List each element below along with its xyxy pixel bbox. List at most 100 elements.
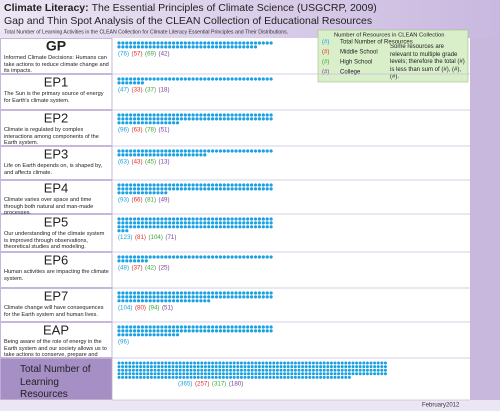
dot bbox=[117, 365, 121, 369]
dot bbox=[182, 361, 186, 365]
dot bbox=[139, 361, 143, 365]
dot bbox=[242, 117, 246, 121]
dot bbox=[140, 295, 144, 299]
dot bbox=[195, 217, 199, 221]
dot bbox=[207, 299, 211, 303]
dot bbox=[218, 368, 222, 372]
dot bbox=[355, 361, 359, 365]
dot bbox=[187, 295, 191, 299]
dot bbox=[179, 149, 183, 153]
dot bbox=[191, 325, 195, 329]
dot bbox=[308, 365, 312, 369]
value-label: (51) bbox=[162, 304, 173, 311]
dot bbox=[160, 372, 164, 376]
dot bbox=[373, 361, 377, 365]
dot bbox=[261, 217, 265, 221]
dot bbox=[211, 361, 215, 365]
dot bbox=[152, 329, 156, 333]
dot bbox=[265, 113, 269, 117]
dot bbox=[140, 291, 144, 295]
dot bbox=[135, 361, 139, 365]
dot bbox=[172, 187, 176, 191]
dot bbox=[160, 255, 164, 259]
dot bbox=[131, 365, 135, 369]
dot-group bbox=[117, 113, 273, 125]
dot bbox=[222, 329, 226, 333]
dot bbox=[133, 187, 137, 191]
dot bbox=[239, 368, 243, 372]
dot bbox=[164, 153, 168, 157]
dot bbox=[238, 77, 242, 81]
dot bbox=[156, 45, 160, 49]
dot bbox=[290, 365, 294, 369]
dot bbox=[121, 183, 125, 187]
dot bbox=[136, 255, 141, 259]
dot bbox=[140, 259, 144, 263]
dot bbox=[187, 153, 191, 157]
dot bbox=[218, 291, 222, 295]
dot bbox=[383, 372, 387, 376]
dot bbox=[164, 299, 168, 303]
dot bbox=[121, 81, 125, 85]
dot bbox=[265, 187, 269, 191]
dot bbox=[156, 217, 160, 221]
dot bbox=[218, 77, 222, 81]
dot bbox=[218, 117, 222, 121]
dot bbox=[129, 113, 133, 117]
dot bbox=[124, 372, 128, 376]
dot bbox=[199, 45, 203, 49]
dot bbox=[117, 375, 121, 379]
dot bbox=[152, 77, 156, 81]
category-cell bbox=[0, 74, 113, 110]
dot bbox=[125, 117, 129, 121]
dot bbox=[222, 291, 226, 295]
dot bbox=[253, 295, 258, 299]
dot bbox=[269, 117, 273, 121]
dot bbox=[253, 255, 258, 259]
dot bbox=[133, 291, 137, 295]
dot bbox=[133, 259, 137, 263]
dot bbox=[340, 365, 344, 369]
dot bbox=[172, 291, 176, 295]
dot-group bbox=[117, 255, 273, 263]
dot bbox=[195, 41, 199, 45]
dot bbox=[229, 372, 233, 376]
dot bbox=[226, 225, 230, 229]
dot-group bbox=[117, 291, 273, 303]
dot bbox=[136, 149, 141, 153]
dot bbox=[136, 333, 141, 337]
dot bbox=[250, 117, 254, 121]
dot bbox=[211, 255, 215, 259]
dot bbox=[365, 361, 369, 365]
dot bbox=[187, 225, 191, 229]
dot bbox=[136, 299, 141, 303]
dot bbox=[257, 77, 261, 81]
dot bbox=[257, 368, 261, 372]
dot bbox=[250, 45, 254, 49]
dot bbox=[125, 291, 129, 295]
dot bbox=[269, 113, 273, 117]
dot bbox=[121, 325, 125, 329]
category-description: Climate is regulated by complex interact… bbox=[4, 127, 99, 147]
dot bbox=[290, 375, 294, 379]
category-description-box: Climate is regulated by complex interact… bbox=[4, 127, 99, 147]
dot bbox=[226, 45, 230, 49]
dot bbox=[268, 375, 272, 379]
dot bbox=[203, 372, 207, 376]
legend-title: Number of Resources in CLEAN Collection bbox=[334, 33, 445, 39]
dot bbox=[279, 372, 283, 376]
dot bbox=[183, 295, 187, 299]
dot bbox=[319, 368, 323, 372]
dot bbox=[199, 153, 203, 157]
dot bbox=[168, 183, 172, 187]
dot bbox=[164, 183, 168, 187]
dot bbox=[121, 217, 125, 221]
dot bbox=[214, 77, 219, 81]
dot bbox=[253, 77, 258, 81]
dot bbox=[214, 291, 219, 295]
dot bbox=[257, 255, 261, 259]
dot bbox=[191, 183, 195, 187]
dot bbox=[191, 117, 195, 121]
dot bbox=[322, 365, 326, 369]
dot bbox=[183, 329, 187, 333]
